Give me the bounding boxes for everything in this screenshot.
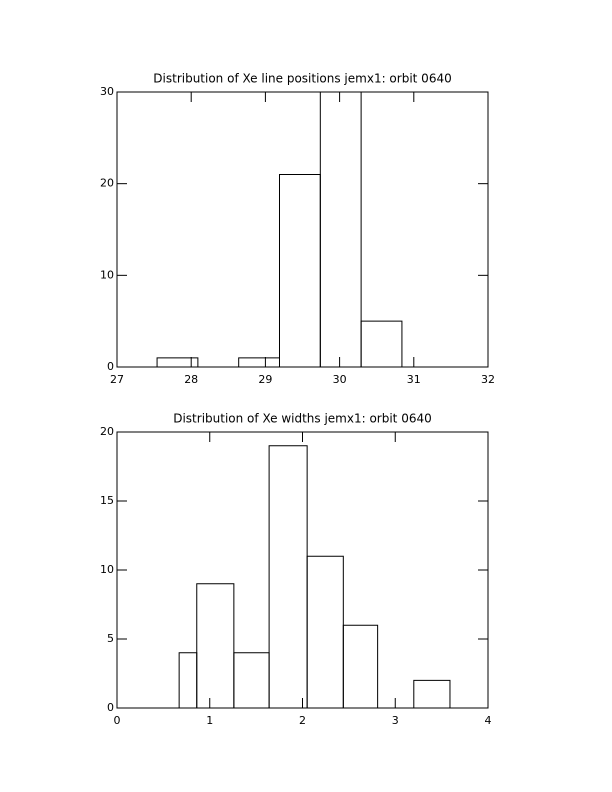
y-tick-label: 30 (100, 85, 114, 98)
y-tick-label: 10 (100, 563, 114, 576)
histogram-bar (319, 92, 362, 367)
y-tick-label: 0 (107, 360, 114, 373)
y-tick-label: 10 (100, 268, 114, 281)
histogram-bar (342, 624, 379, 708)
x-tick-label: 0 (114, 714, 121, 727)
x-tick-label: 4 (485, 714, 492, 727)
chart-title: Distribution of Xe line positions jemx1:… (153, 72, 451, 86)
x-tick-label: 30 (333, 373, 347, 386)
y-tick-label: 20 (100, 177, 114, 190)
histogram-bar (360, 320, 403, 367)
x-tick-label: 29 (258, 373, 272, 386)
histogram-bar (413, 679, 451, 708)
y-tick-label: 5 (107, 632, 114, 645)
chart-title: Distribution of Xe widths jemx1: orbit 0… (173, 412, 432, 426)
x-tick-label: 31 (407, 373, 421, 386)
histogram-bar (196, 583, 235, 708)
y-tick-label: 15 (100, 494, 114, 507)
plot-frame (116, 91, 489, 368)
x-tick-label: 27 (110, 373, 124, 386)
x-tick-label: 1 (206, 714, 213, 727)
plot-area (156, 92, 403, 367)
y-tick-label: 20 (100, 425, 114, 438)
x-tick-label: 3 (392, 714, 399, 727)
y-tick-label: 0 (107, 701, 114, 714)
histogram-bar (156, 357, 199, 367)
x-tick-label: 28 (184, 373, 198, 386)
plot-area (178, 445, 451, 708)
x-tick-label: 32 (481, 373, 495, 386)
x-tick-label: 2 (299, 714, 306, 727)
